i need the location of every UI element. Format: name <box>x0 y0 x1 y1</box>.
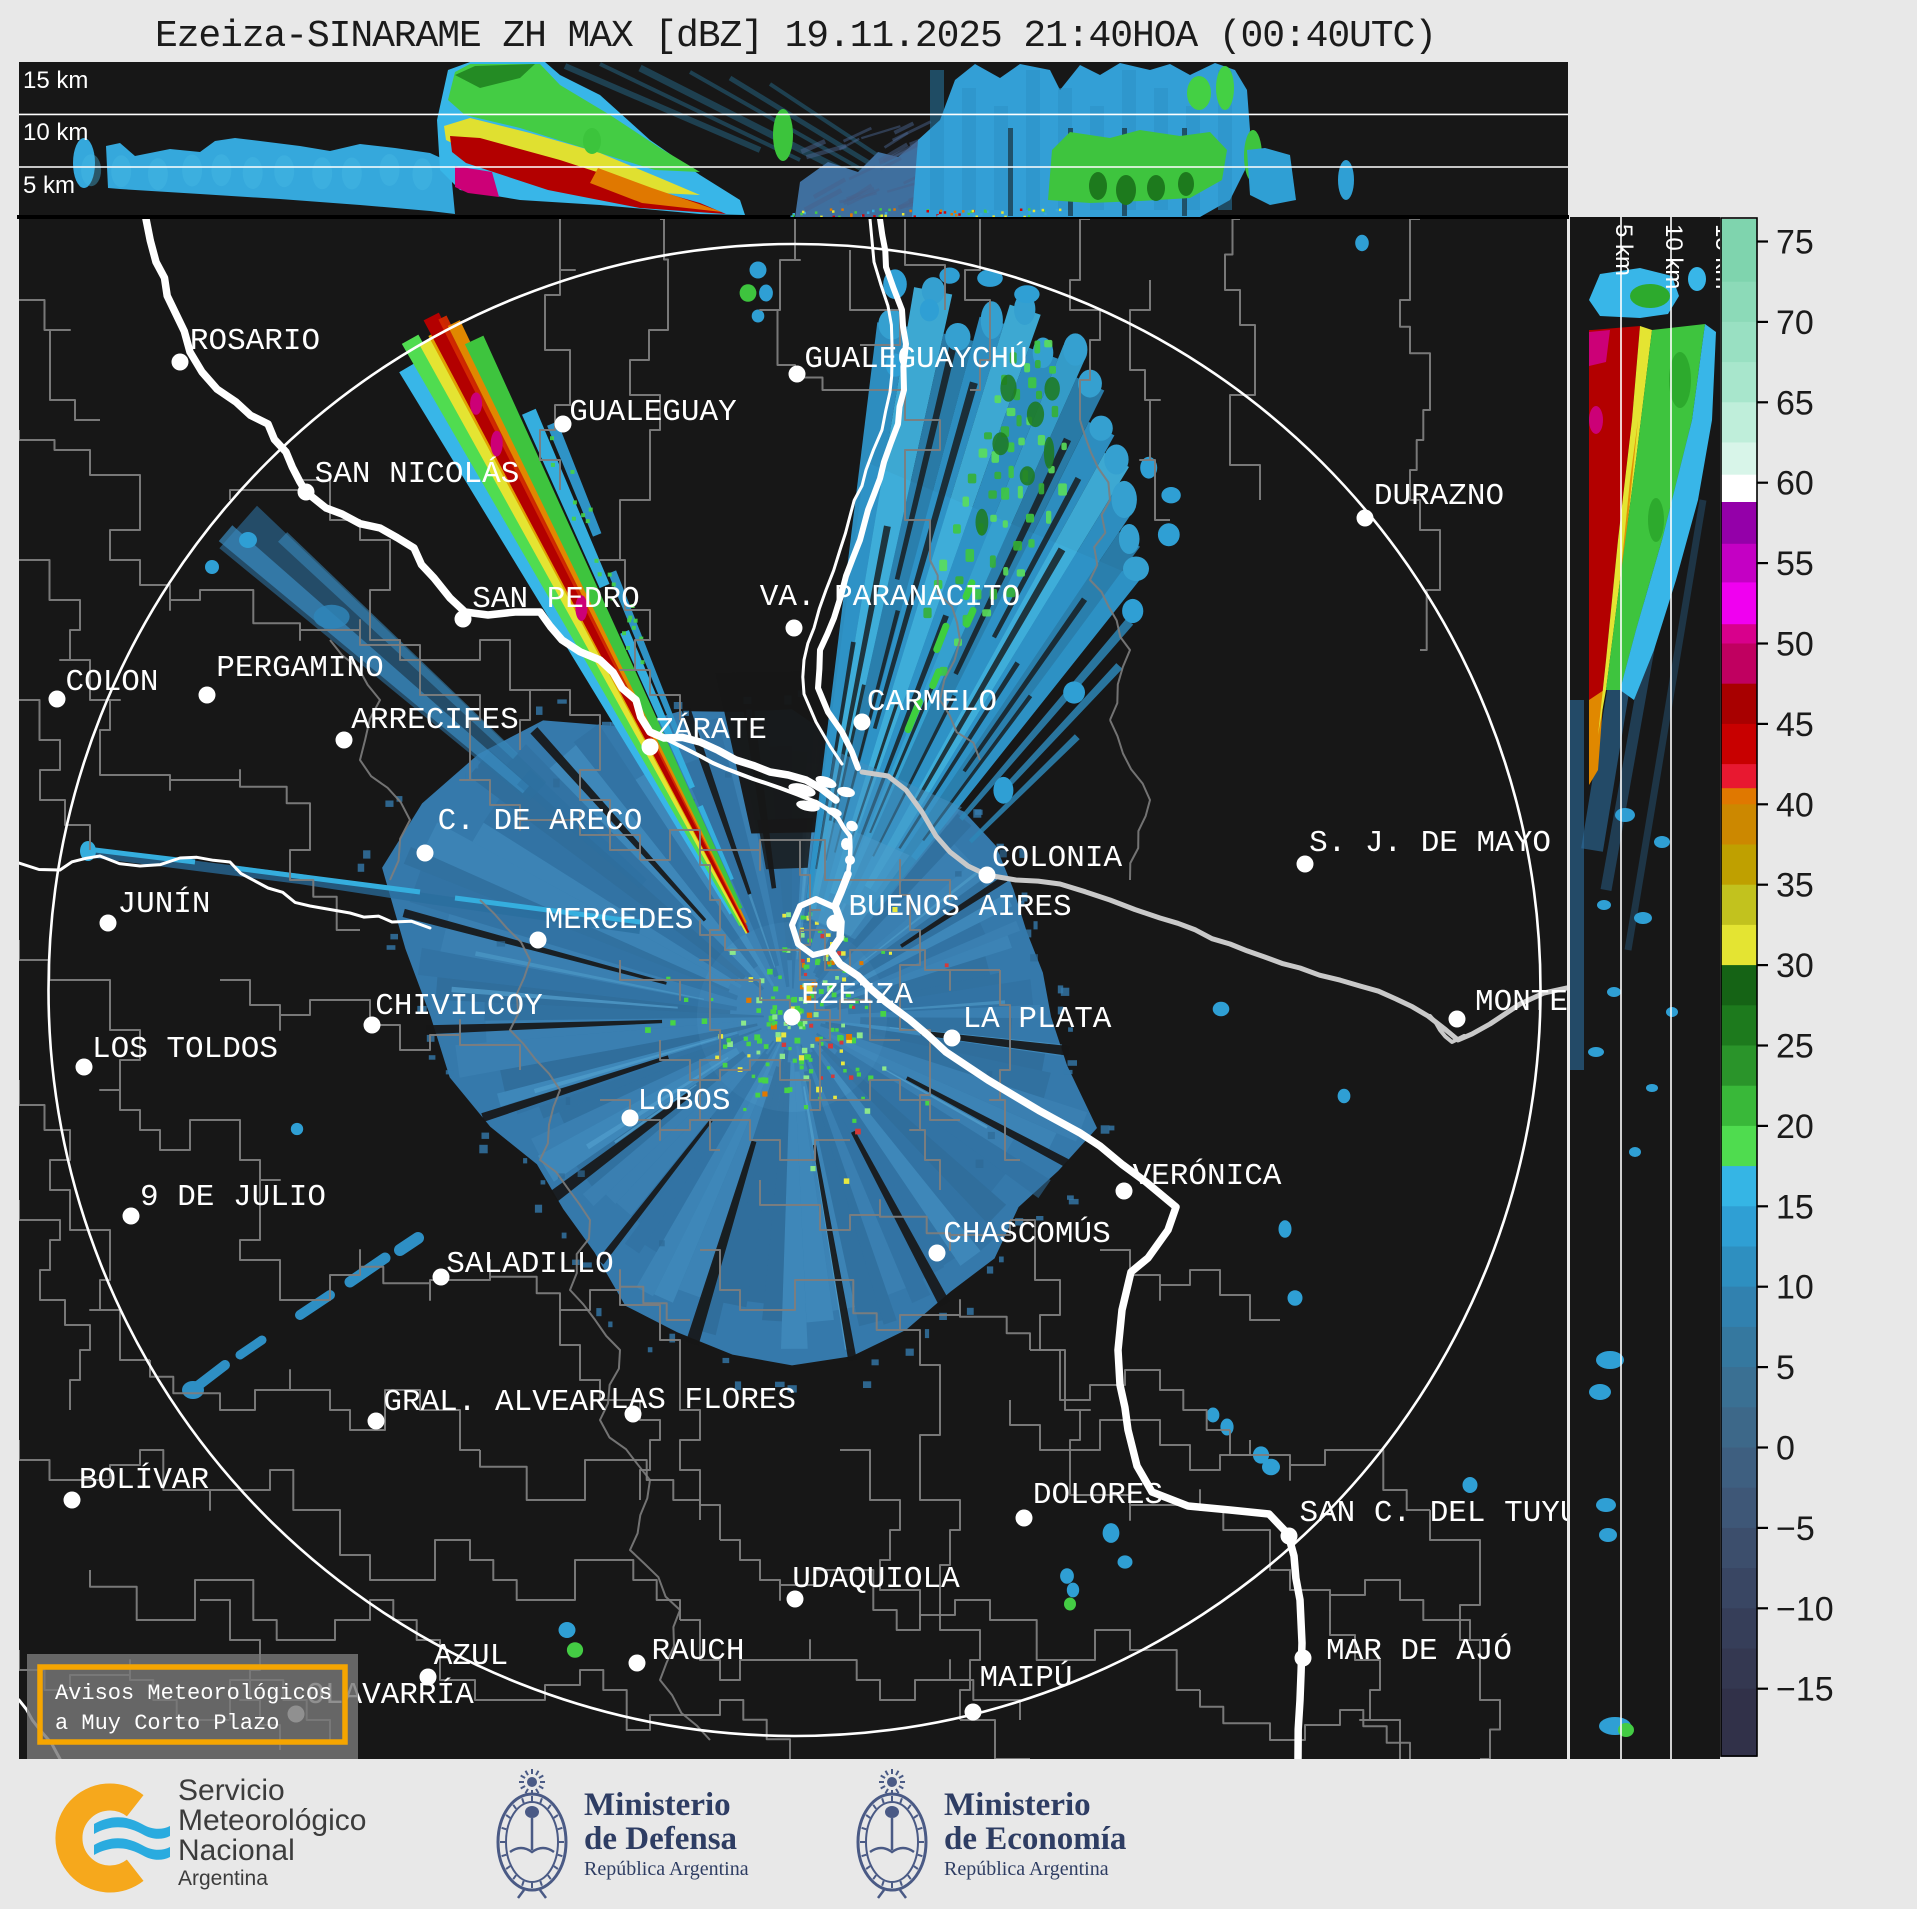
svg-text:de Defensa: de Defensa <box>584 1821 737 1857</box>
svg-text:65: 65 <box>1776 384 1814 422</box>
svg-text:SAN C. DEL TUYÚ: SAN C. DEL TUYÚ <box>1299 1494 1578 1531</box>
svg-text:10 km: 10 km <box>1660 224 1687 289</box>
svg-text:SALADILLO: SALADILLO <box>446 1247 613 1282</box>
svg-text:20: 20 <box>1776 1108 1814 1146</box>
svg-text:45: 45 <box>1776 706 1814 744</box>
svg-text:COLONIA: COLONIA <box>992 841 1123 876</box>
svg-text:CHASCOMÚS: CHASCOMÚS <box>943 1215 1110 1252</box>
svg-text:55: 55 <box>1776 545 1814 583</box>
svg-text:75: 75 <box>1776 224 1814 262</box>
svg-text:0: 0 <box>1776 1430 1795 1468</box>
svg-text:−10: −10 <box>1776 1590 1834 1628</box>
svg-text:GUALEGUAY: GUALEGUAY <box>569 395 737 430</box>
svg-text:CHIVILCOY: CHIVILCOY <box>375 989 543 1024</box>
svg-text:60: 60 <box>1776 465 1814 503</box>
svg-text:COLON: COLON <box>65 665 158 700</box>
svg-text:Avisos Meteorológicos: Avisos Meteorológicos <box>55 1681 332 1706</box>
svg-text:Ezeiza-SINARAME ZH MAX [dBZ] 1: Ezeiza-SINARAME ZH MAX [dBZ] 19.11.2025 … <box>155 15 1437 58</box>
svg-text:EZEIZA: EZEIZA <box>801 978 913 1013</box>
svg-text:República Argentina: República Argentina <box>584 1858 749 1880</box>
svg-text:DOLORES: DOLORES <box>1033 1478 1163 1513</box>
svg-text:MONTEVIDEO: MONTEVIDEO <box>1475 985 1661 1020</box>
svg-text:50: 50 <box>1776 626 1814 664</box>
svg-text:GRAL. ALVEAR: GRAL. ALVEAR <box>383 1385 606 1420</box>
svg-text:10 km: 10 km <box>23 119 88 146</box>
svg-text:Ministerio: Ministerio <box>584 1787 731 1823</box>
svg-text:Meteorológico: Meteorológico <box>178 1804 366 1837</box>
svg-text:Argentina: Argentina <box>178 1867 268 1890</box>
svg-text:ARRECIFES: ARRECIFES <box>351 703 518 738</box>
svg-text:5 km: 5 km <box>23 172 75 199</box>
svg-text:ZÁRATE: ZÁRATE <box>655 711 767 748</box>
svg-text:LA PLATA: LA PLATA <box>963 1002 1112 1037</box>
svg-text:−15: −15 <box>1776 1671 1834 1709</box>
svg-text:ROSARIO: ROSARIO <box>190 324 320 359</box>
svg-text:RAUCH: RAUCH <box>651 1634 744 1669</box>
svg-text:Servicio: Servicio <box>178 1774 285 1807</box>
svg-text:30: 30 <box>1776 947 1814 985</box>
svg-text:70: 70 <box>1776 304 1814 342</box>
svg-text:BUENOS AIRES: BUENOS AIRES <box>848 890 1071 925</box>
svg-text:−5: −5 <box>1776 1510 1815 1548</box>
svg-text:VA. PARANACITO: VA. PARANACITO <box>760 580 1020 615</box>
svg-text:MAIPÚ: MAIPÚ <box>979 1659 1072 1696</box>
svg-text:CARMELO: CARMELO <box>867 685 997 720</box>
svg-text:PERGAMINO: PERGAMINO <box>216 651 383 686</box>
svg-text:SAN PEDRO: SAN PEDRO <box>472 582 639 617</box>
svg-text:5 km: 5 km <box>1610 224 1637 276</box>
svg-text:15 km: 15 km <box>23 67 88 94</box>
svg-text:República Argentina: República Argentina <box>944 1858 1109 1880</box>
svg-text:LOBOS: LOBOS <box>637 1084 730 1119</box>
svg-text:JUNÍN: JUNÍN <box>117 885 210 922</box>
svg-text:de Economía: de Economía <box>944 1821 1126 1857</box>
svg-text:10: 10 <box>1776 1269 1814 1307</box>
svg-text:Ministerio: Ministerio <box>944 1787 1091 1823</box>
svg-text:C. DE ARECO: C. DE ARECO <box>438 804 643 839</box>
svg-text:5: 5 <box>1776 1349 1795 1387</box>
svg-text:AZUL: AZUL <box>434 1639 508 1674</box>
svg-text:Nacional: Nacional <box>178 1834 295 1867</box>
svg-text:VERÓNICA: VERÓNICA <box>1133 1157 1282 1194</box>
svg-text:15: 15 <box>1776 1188 1814 1226</box>
svg-text:GUALEGUAYCHÚ: GUALEGUAYCHÚ <box>804 340 1027 377</box>
svg-text:UDAQUIOLA: UDAQUIOLA <box>792 1562 960 1597</box>
svg-text:DURAZNO: DURAZNO <box>1374 479 1504 514</box>
svg-text:a Muy Corto Plazo: a Muy Corto Plazo <box>55 1711 279 1736</box>
svg-text:LAS FLORES: LAS FLORES <box>610 1383 796 1418</box>
svg-text:35: 35 <box>1776 867 1814 905</box>
svg-text:LOS TOLDOS: LOS TOLDOS <box>92 1032 278 1067</box>
svg-text:MERCEDES: MERCEDES <box>545 903 694 938</box>
svg-text:S. J. DE MAYO: S. J. DE MAYO <box>1309 826 1551 861</box>
svg-text:MAR DE AJÓ: MAR DE AJÓ <box>1326 1632 1512 1669</box>
svg-text:SAN NICOLÁS: SAN NICOLÁS <box>315 455 520 492</box>
svg-text:9 DE JULIO: 9 DE JULIO <box>140 1180 326 1215</box>
svg-text:BOLÍVAR: BOLÍVAR <box>79 1461 209 1498</box>
svg-text:25: 25 <box>1776 1028 1814 1066</box>
svg-text:40: 40 <box>1776 786 1814 824</box>
